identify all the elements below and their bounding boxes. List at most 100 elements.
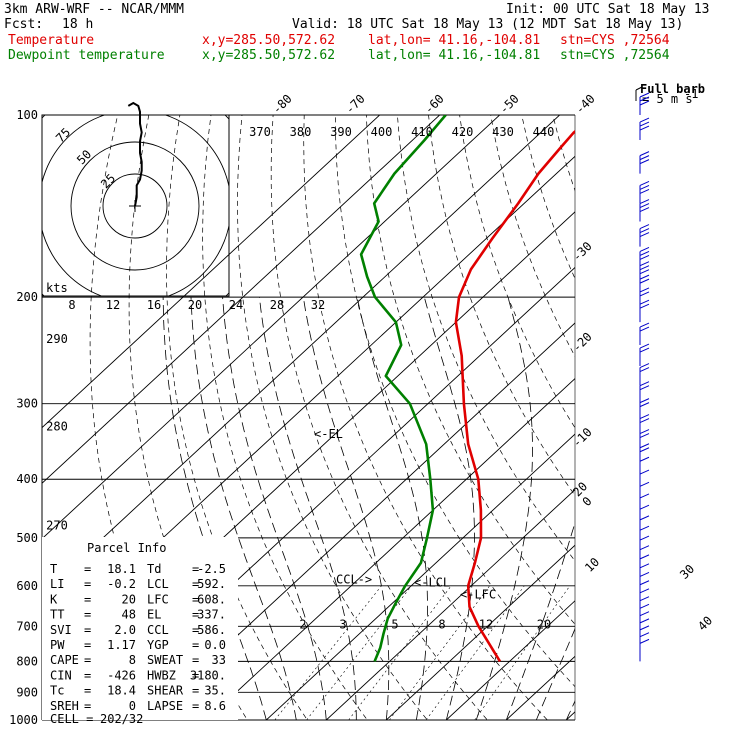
theta-left-label-270: 270 [46,518,68,532]
dry-adiabat-line [202,115,368,720]
mixing-ratio-label-2: 2 [299,617,306,631]
wind-barb-flag [639,250,650,256]
wind-barb-flag [639,228,650,234]
wind-barb [639,535,650,559]
wind-barb-flag [639,625,650,631]
moist-adiabat-line [302,297,390,720]
dry-adiabat-line [397,115,575,562]
parcel-equals: = [192,653,199,667]
wind-barb-flag [639,125,650,131]
wind-barb [639,261,650,284]
wind-barb-flag [639,274,650,280]
parcel-cell-label: CELL = [50,712,93,726]
theta-label-410: 410 [411,125,433,139]
parcel-value-lcl: 592. [197,577,226,591]
wind-barb [639,92,650,115]
wind-barb-flag [639,638,650,644]
wind-barb-flag [639,265,650,271]
pressure-label-800: 800 [16,654,38,668]
temperature-xy: x,y=285.50,572.62 [202,33,336,48]
forecast-hour: 18 h [62,17,94,32]
isotherm-label--60: -60 [422,92,447,117]
mixing-ratio-line [425,585,525,720]
parcel-value-k: 20 [122,592,136,606]
parcel-equals: = [192,608,199,622]
isotherm-line [205,377,575,720]
parcel-key-shear: SHEAR [147,684,184,698]
parcel-equals: = [192,623,199,637]
wind-legend-title: Full barb [640,82,705,96]
wind-barb-flag [639,326,650,332]
isotherm-label--20: -20 [570,330,595,355]
wind-barb-flag [639,117,650,123]
wind-barb-flag [639,343,650,349]
wind-legend-exponent: -1 [684,87,698,101]
parcel-info-title: Parcel Info [87,541,166,555]
wind-barb-flag [639,246,650,252]
isotherm-label--70: -70 [343,92,368,117]
parcel-key-pw: PW [50,638,65,652]
parcel-key-cin: CIN [50,668,72,682]
parcel-key-ccl: CCL [147,623,169,637]
pressure-label-200: 200 [16,290,38,304]
wind-barb-flag [639,580,650,586]
wind-barb-flag [639,402,650,408]
dry-adiabat-line [698,87,740,733]
isotherm-line [612,87,740,733]
wind-barb-flag [639,261,650,267]
wind-barb [639,493,650,516]
parcel-equals: = [192,684,199,698]
wind-barb [639,224,650,247]
wind-barb-flag [639,232,650,238]
parcel-value-t: 18.1 [107,562,136,576]
parcel-key-lfc: LFC [147,592,169,606]
wind-barb-flag [639,367,650,372]
parcel-value-svi: 2.0 [114,623,136,637]
wind-barb-flag [639,180,650,186]
isotherm-line [42,115,441,484]
wind-barb-flag [639,269,650,275]
wind-barb [639,299,650,323]
parcel-key-el: EL [147,608,161,622]
valid-time: Valid: 18 UTC Sat 18 May 13 (12 MDT Sat … [292,17,684,32]
parcel-value-sreh: 0 [129,699,136,713]
mixing-ratio-line [474,585,571,720]
wind-barb-flag [639,563,650,569]
wind-barb-flag [639,224,650,230]
dry-adiabat-line [459,115,575,429]
parcel-value-ccl: 586. [197,623,226,637]
isotherm-line [325,489,575,720]
parcel-info-panel [42,537,238,720]
parcel-equals: = [84,653,91,667]
parcel-value-cape: 8 [129,653,136,667]
isotherm-label--80: -80 [270,92,295,117]
wind-barb [639,638,650,662]
wind-barb-flag [639,159,650,165]
wind-barb-flag [639,596,650,602]
wind-barb-flag [639,632,650,638]
parcel-value-pw: 1.17 [107,638,136,652]
wind-barb-flag [639,184,650,190]
wind-barb-flag [639,151,650,157]
wind-barb-flag [639,603,650,609]
parcel-value-shear: 35. [204,684,226,698]
annotation-lfc: <-LFC [460,587,496,601]
wind-barb-flag [639,278,650,284]
hodograph-frame [41,114,230,297]
wind-barb-flag [639,121,650,127]
dry-adiabat-line [577,87,740,733]
wind-barb-flag [639,588,650,594]
mixing-ratio-label-3: 3 [339,617,346,631]
parcel-key-ygp: YGP [147,638,169,652]
dry-adiabat-line [607,87,740,733]
parcel-key-sreh: SREH [50,699,79,713]
wind-barb [639,625,650,648]
theta-label-370: 370 [249,125,271,139]
isotherm-line [145,322,575,720]
moist-adiabat-line [356,297,428,720]
isotherm-line [42,115,561,595]
dewpoint-label: Dewpoint temperature [8,48,165,63]
dry-adiabat-line [728,87,740,733]
parcel-cell-value: 202/32 [100,712,143,726]
parcel-equals: = [84,608,91,622]
